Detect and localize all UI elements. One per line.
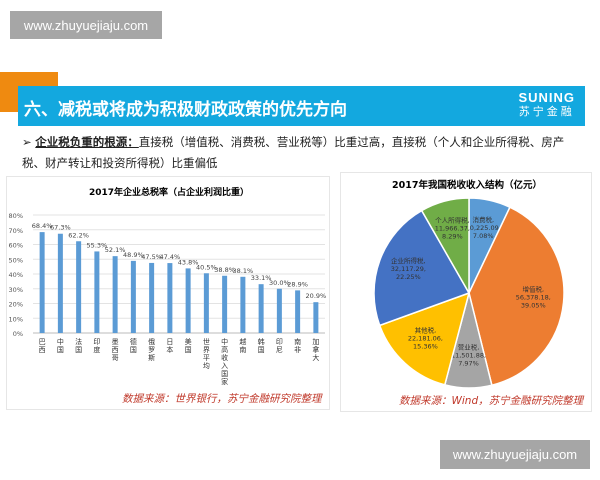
data-label: 43.8%	[178, 258, 199, 266]
bar	[149, 262, 155, 333]
slice-label: 其他税, 22,181.06, 15.36%	[408, 326, 443, 351]
x-tick-label: 韩国	[258, 337, 265, 354]
y-tick-label: 40%	[9, 271, 23, 279]
data-label: 67.3%	[50, 224, 71, 232]
pie-slice	[468, 206, 565, 387]
page-title: 六、减税或将成为积极财政政策的优先方向	[24, 100, 347, 120]
data-label: 30.0%	[269, 279, 290, 287]
bar	[76, 241, 82, 333]
x-tick-label: 世界平均	[203, 337, 210, 370]
data-label: 20.9%	[306, 292, 327, 300]
y-tick-label: 30%	[9, 286, 23, 294]
bar-chart-title: 2017年企业总税率（占企业利润比重）	[89, 186, 249, 198]
x-tick-label: 南非	[294, 337, 301, 354]
bar	[112, 256, 118, 333]
y-tick-label: 70%	[9, 227, 23, 235]
x-tick-label: 美国	[185, 337, 192, 354]
bar	[240, 276, 246, 333]
bar	[295, 290, 301, 333]
data-label: 33.1%	[251, 274, 272, 282]
slice-label: 个人所得税, 11,966.37, 8.29%	[435, 216, 470, 241]
data-label: 68.4%	[32, 222, 53, 230]
y-tick-label: 60%	[9, 242, 23, 250]
bar	[313, 302, 319, 333]
bar	[57, 233, 63, 333]
slice-label: 营业税, 11,501.88, 7.97%	[451, 343, 486, 368]
y-tick-label: 10%	[9, 315, 23, 323]
bar	[203, 273, 209, 333]
x-tick-label: 巴西	[39, 338, 46, 354]
bar	[185, 268, 191, 333]
pie-slice	[420, 197, 470, 296]
bullet-arrow-icon: ➢	[22, 135, 36, 149]
data-label: 62.2%	[68, 231, 89, 239]
y-tick-label: 80%	[9, 212, 23, 220]
x-tick-label: 印度	[93, 338, 100, 354]
data-label: 38.8%	[214, 266, 235, 274]
bar	[94, 251, 100, 333]
watermark-bottom: www.zhuyuejiaju.com	[440, 440, 590, 469]
logo-en: SUNING	[518, 90, 575, 105]
bar	[39, 232, 45, 333]
data-label: 48.9%	[123, 251, 144, 259]
x-tick-label: 印尼	[276, 338, 283, 354]
x-tick-label: 法国	[75, 337, 82, 354]
logo-cn: 苏宁金融	[518, 105, 575, 118]
watermark-top: www.zhuyuejiaju.com	[10, 11, 162, 39]
pie-chart-source: 数据来源：Wind，苏宁金融研究院整理	[399, 395, 584, 407]
bar-chart: 2017年企业总税率（占企业利润比重） 0% 10% 20% 30% 40% 50% 60%…	[9, 186, 327, 386]
slice-label: 增值税, 56,378.18, 39.05%	[516, 285, 551, 310]
bar	[130, 260, 136, 333]
x-tick-label: 俄罗斯	[148, 337, 155, 362]
x-tick-label: 日本	[166, 338, 173, 354]
x-tick-label: 加拿大	[312, 337, 319, 362]
pie-slice	[373, 209, 471, 327]
data-label: 28.9%	[287, 280, 308, 288]
suning-logo: SUNING 苏宁金融	[518, 91, 575, 119]
data-label: 47.4%	[160, 253, 181, 261]
slice-label: 企业所得税, 32,117.29, 22.25%	[391, 256, 426, 281]
bar	[276, 288, 282, 333]
bullet-lead: 企业税负重的根源：	[35, 135, 139, 149]
x-tick-label: 德国	[130, 337, 137, 354]
data-label: 38.1%	[233, 267, 254, 275]
x-tick-label: 墨西哥	[112, 338, 119, 362]
pie-chart: 2017年我国税收收入结构（亿元） 消费税, 10,225.09, 7.08% 增值税…	[373, 179, 565, 389]
pie-slice	[378, 291, 471, 386]
bar	[258, 284, 264, 333]
y-tick-label: 20%	[9, 301, 23, 309]
y-tick-label: 0%	[13, 330, 23, 338]
slice-label: 消费税, 10,225.09, 7.08%	[466, 215, 501, 240]
data-label: 40.5%	[196, 263, 217, 271]
pie-chart-title: 2017年我国税收收入结构（亿元）	[392, 179, 542, 191]
title-banner: 六、减税或将成为积极财政政策的优先方向 SUNING 苏宁金融	[18, 86, 585, 126]
pie-chart-panel: 2017年我国税收收入结构（亿元） 消费税, 10,225.09, 7.08% 增值税…	[340, 172, 592, 412]
data-label: 55.3%	[87, 241, 108, 249]
bar-chart-source: 数据来源：世界银行，苏宁金融研究院整理	[122, 393, 322, 405]
data-label: 52.1%	[105, 246, 126, 254]
x-tick-label: 中高收入国家	[221, 337, 228, 386]
x-tick-label: 越南	[239, 337, 246, 354]
bar	[222, 275, 228, 333]
bar	[167, 263, 173, 333]
bullet-body: 直接税（增值税、消费税、营业税等）比重过高，直接税（个人和企业所得税、房产税、财…	[22, 135, 565, 170]
data-label: 47.5%	[141, 253, 162, 261]
x-tick-label: 中国	[57, 337, 64, 354]
y-tick-label: 50%	[9, 256, 23, 264]
bar-chart-panel: 2017年企业总税率（占企业利润比重） 0% 10% 20% 30% 40% 50% 60%…	[6, 176, 330, 410]
bullet-text: ➢ 企业税负重的根源：直接税（增值税、消费税、营业税等）比重过高，直接税（个人和…	[22, 132, 582, 174]
